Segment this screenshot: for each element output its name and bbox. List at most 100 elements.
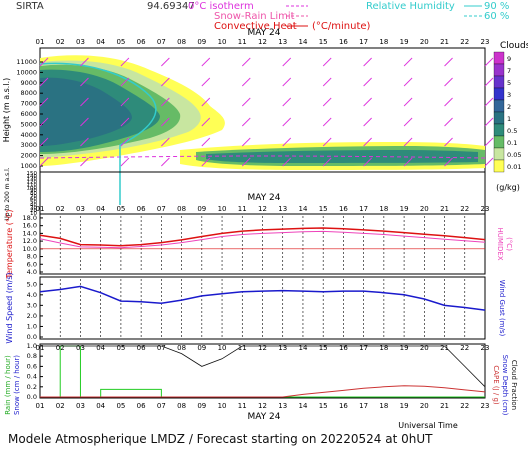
wind-barb-38 — [282, 97, 292, 107]
wind-barb-66 — [484, 57, 494, 67]
ytick-3-0.2: 0.2 — [27, 383, 37, 391]
wind-barb-51 — [363, 117, 372, 127]
cloud-ytick-7000: 7000 — [20, 100, 37, 108]
wind-barb-41 — [282, 157, 292, 167]
wind-barbs — [39, 57, 494, 167]
ytick-2-3: 3.0 — [27, 301, 37, 309]
hour-top-21: 21 — [440, 38, 449, 46]
top-date-label: MAY 24 — [247, 28, 280, 38]
hour-bottom-05: 05 — [116, 402, 125, 410]
hour-temp-04: 04 — [96, 205, 105, 213]
hour-bottom-08: 08 — [177, 402, 186, 410]
wind-barb-65 — [444, 157, 453, 167]
colorbar-label-7: 0.1 — [507, 139, 517, 147]
hour-bottom-15: 15 — [319, 402, 328, 410]
ytick-3-1: 1.0 — [27, 342, 37, 350]
colorbar-cell-6 — [493, 123, 505, 137]
ytick-2-1: 1.0 — [27, 322, 37, 330]
temperature-panel: 01 02 03 04 05 06 07 08 09 10 11 12 13 14 15 16 17 18 19 20… — [5, 205, 513, 280]
hour-rain-07: 07 — [157, 344, 166, 352]
hour-rain-04: 04 — [96, 344, 105, 352]
cloud-ytick-low-70: 70 — [30, 194, 37, 200]
cloud-ytick-3000: 3000 — [20, 141, 37, 149]
colorbar-cell-4 — [493, 99, 505, 113]
hour-bottom-21: 21 — [440, 402, 449, 410]
colorbar-label-5: 1 — [507, 115, 511, 123]
date-label-bottom: MAY 24 — [247, 412, 280, 422]
hour-temp-19: 19 — [400, 205, 409, 213]
cloud-panel: 1000200030004000500060007000800090001000… — [2, 47, 494, 221]
wind-barb-44 — [322, 97, 332, 107]
hour-top-23: 23 — [481, 38, 490, 46]
cloud-ytick-5000: 5000 — [20, 120, 37, 128]
colorbar-cell-5 — [493, 111, 505, 125]
hour-temp-03: 03 — [76, 205, 85, 213]
hour-top-15: 15 — [319, 38, 328, 46]
hour-temp-15: 15 — [319, 205, 328, 213]
ytick-2-2: 2.0 — [27, 312, 37, 320]
cloud-ytick-2000: 2000 — [20, 152, 37, 160]
hour-bottom-07: 07 — [157, 402, 166, 410]
wind-barb-9 — [80, 117, 89, 127]
rain-panel-frame — [39, 343, 486, 399]
wind-barb-29 — [201, 157, 211, 167]
hour-top-01: 01 — [36, 38, 45, 46]
hour-temp-02: 02 — [56, 205, 65, 213]
wind-barb-50 — [363, 97, 372, 107]
legend-snow-rain: Snow-Rain Limit — [214, 11, 295, 22]
cloud-ytick-low-110: 110 — [27, 182, 38, 188]
hour-top-14: 14 — [298, 38, 307, 46]
ytick-3-0.4: 0.4 — [27, 373, 37, 381]
hour-rain-21: 21 — [440, 344, 449, 352]
wind-barb-13 — [120, 77, 130, 87]
wind-barb-34 — [241, 137, 251, 147]
cloud-ytick-low-20: 20 — [30, 208, 37, 214]
cloud-fraction-line — [40, 345, 486, 388]
gust-ylabel: Wind Gust (m/s) — [498, 280, 506, 337]
hour-bottom-03: 03 — [76, 402, 85, 410]
temperature-line — [39, 227, 486, 247]
temp-gridlines — [39, 216, 486, 272]
cloud-ytick-4000: 4000 — [20, 131, 37, 139]
cloud-ytick-9000: 9000 — [20, 79, 37, 87]
date-label-mid: MAY 24 — [247, 193, 280, 203]
wind-barb-32 — [241, 97, 251, 107]
wind-barb-67 — [484, 77, 494, 87]
station-name: SIRTA — [16, 1, 44, 12]
hour-temp-08: 08 — [177, 205, 186, 213]
legend-rh-60: 60 % — [484, 11, 509, 22]
hour-top-10: 10 — [218, 38, 227, 46]
wind-barb-25 — [201, 77, 211, 87]
hour-top-07: 07 — [157, 38, 166, 46]
hours-axis-temp: 01 02 03 04 05 06 07 08 09 10 11 12 13 14 15 16 17 18 19 20… — [36, 205, 490, 213]
wind-barb-37 — [282, 77, 292, 87]
hour-bottom-06: 06 — [137, 402, 146, 410]
colorbar-label-3: 3 — [507, 91, 511, 99]
colorbar-label-6: 0.5 — [507, 127, 517, 135]
wind-barb-46 — [322, 137, 332, 147]
wind-barb-22 — [161, 137, 170, 147]
wind-barb-55 — [403, 77, 413, 87]
wind-barb-2 — [39, 97, 49, 107]
hour-rain-18: 18 — [379, 344, 388, 352]
colorbar-label-0: 9 — [507, 55, 511, 63]
hour-temp-22: 22 — [460, 205, 469, 213]
ytick-3-0: 0.0 — [27, 393, 37, 401]
wind-barb-33 — [241, 117, 251, 127]
ytick-2-4: 4.0 — [27, 291, 37, 299]
hour-top-17: 17 — [359, 38, 368, 46]
hour-bottom-17: 17 — [359, 402, 368, 410]
hour-top-06: 06 — [137, 38, 146, 46]
ytick-3-0.8: 0.8 — [27, 352, 37, 360]
wind-barb-6 — [80, 57, 89, 67]
hour-top-03: 03 — [76, 38, 85, 46]
cloud-ytick-low-50: 50 — [30, 200, 37, 206]
rain-panel: MAY 24 01 02 03 04 05 06 07 08 09 10 11 12 13 14 15 16 1… — [4, 342, 518, 430]
hours-axis-top: 01 02 03 04 05 06 07 08 09 10 11 12 13 14 15 16 17 18 19 20… — [36, 38, 490, 46]
hour-top-08: 08 — [177, 38, 186, 46]
hour-rain-19: 19 — [400, 344, 409, 352]
legend-isotherm: 0°C isotherm — [188, 1, 254, 12]
legend-rh: Relative Humidity — [366, 1, 455, 12]
colorbar-title: Clouds — [500, 41, 528, 51]
wind-barb-3 — [39, 117, 49, 127]
